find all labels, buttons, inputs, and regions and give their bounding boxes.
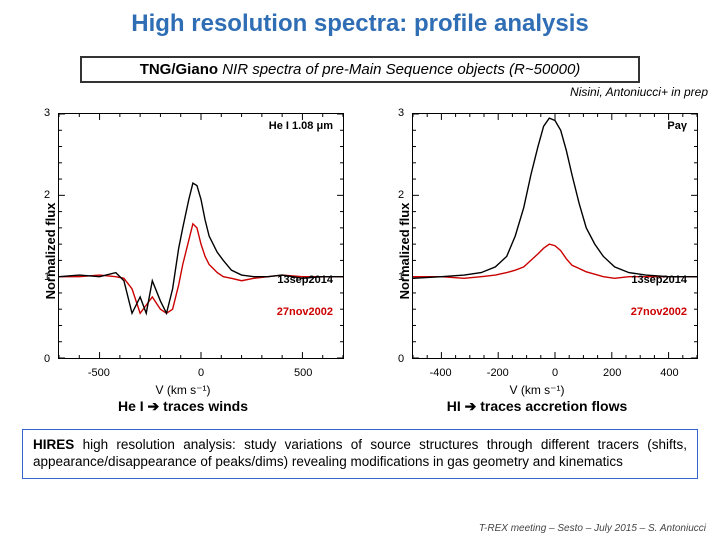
xtick-label: -200 — [487, 367, 509, 379]
slide-title: High resolution spectra: profile analysi… — [0, 0, 720, 48]
xtick-label: 0 — [198, 367, 204, 379]
caption-bold-left: He I — [118, 398, 144, 414]
xlabel-right: V (km s⁻¹) — [362, 383, 712, 397]
conclusion-bold: HIRES — [33, 437, 74, 452]
caption-bold-right: HI — [447, 398, 461, 414]
chart-box-left: He I 1.08 μm 13sep2014 27nov2002 — [58, 113, 344, 359]
epoch-red-right: 27nov2002 — [631, 306, 687, 318]
epoch-red-left: 27nov2002 — [277, 306, 333, 318]
caption-rest-left: ➔ traces winds — [144, 398, 248, 414]
ytick-label: 0 — [44, 353, 50, 365]
xtick-label: 500 — [294, 367, 312, 379]
subtitle-box: TNG/Giano NIR spectra of pre-Main Sequen… — [80, 56, 640, 83]
ytick-label: 2 — [44, 189, 50, 201]
credit-line: Nisini, Antoniucci+ in prep — [0, 85, 720, 99]
xtick-label: -500 — [88, 367, 110, 379]
footer-credit: T-REX meeting – Sesto – July 2015 – S. A… — [479, 523, 706, 534]
xtick-label: 0 — [552, 367, 558, 379]
ytick-label: 3 — [398, 107, 404, 119]
caption-left: He I ➔ traces winds — [8, 398, 358, 415]
conclusion-rest: high resolution analysis: study variatio… — [33, 437, 687, 469]
caption-right: HI ➔ traces accretion flows — [362, 398, 712, 415]
caption-rest-right: ➔ traces accretion flows — [461, 398, 628, 414]
line-label-left: He I 1.08 μm — [269, 120, 333, 132]
chart-svg-right — [413, 114, 697, 358]
chart-box-right: Paγ 13sep2014 27nov2002 — [412, 113, 698, 359]
ytick-label: 1 — [398, 271, 404, 283]
ytick-label: 0 — [398, 353, 404, 365]
ytick-label: 1 — [44, 271, 50, 283]
title-text: High resolution spectra: profile analysi… — [131, 10, 588, 37]
ylabel-right: Normalized flux — [397, 203, 412, 300]
epoch-black-right: 13sep2014 — [631, 274, 687, 286]
line-label-right: Paγ — [667, 120, 687, 132]
conclusion-box: HIRES high resolution analysis: study va… — [22, 429, 698, 479]
subtitle-bold: TNG/Giano — [140, 61, 218, 78]
subtitle-rest: NIR spectra of pre-Main Sequence objects… — [218, 61, 580, 78]
xlabel-left: V (km s⁻¹) — [8, 383, 358, 397]
chart-panel-right: Normalized flux XZ Tau Paγ 13sep2014 27n… — [362, 101, 712, 401]
xtick-label: 400 — [660, 367, 678, 379]
ytick-label: 2 — [398, 189, 404, 201]
chart-panel-left: Normalized flux XZ Tau He I 1.08 μm 13se… — [8, 101, 358, 401]
ytick-label: 3 — [44, 107, 50, 119]
ylabel-left: Normalized flux — [43, 203, 58, 300]
chart-svg-left — [59, 114, 343, 358]
charts-row: Normalized flux XZ Tau He I 1.08 μm 13se… — [0, 101, 720, 401]
xtick-label: 200 — [603, 367, 621, 379]
xtick-label: -400 — [430, 367, 452, 379]
epoch-black-left: 13sep2014 — [277, 274, 333, 286]
